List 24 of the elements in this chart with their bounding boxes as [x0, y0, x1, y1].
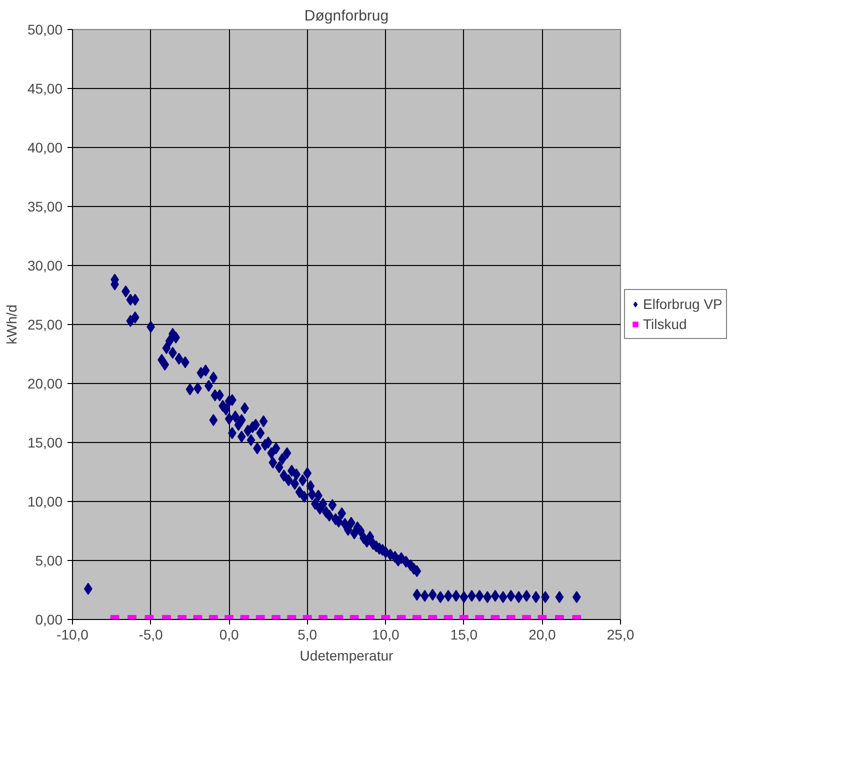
y-tick-label: 35,00 — [27, 198, 63, 214]
y-tick-label: 50,00 — [27, 22, 63, 38]
x-tick-label: -10,0 — [56, 626, 89, 642]
y-tick-label: 5,00 — [35, 552, 63, 568]
y-tick-label: 20,00 — [27, 376, 63, 392]
y-tick-label: 15,00 — [27, 434, 63, 450]
y-tick-label: 30,00 — [27, 258, 63, 274]
legend-label: Elforbrug VP — [643, 296, 722, 312]
x-tick-label: 10,0 — [372, 626, 400, 642]
y-tick-label: 45,00 — [27, 80, 63, 96]
y-tick-label: 40,00 — [27, 140, 63, 156]
x-tick-label: 0,0 — [219, 626, 240, 642]
x-tick-label: 25,0 — [606, 626, 634, 642]
x-tick-label: 15,0 — [450, 626, 478, 642]
x-axis-title: Udetemperatur — [300, 648, 394, 664]
y-tick-label: 10,00 — [27, 494, 63, 510]
chart-title: Døgnforbrug — [304, 8, 389, 24]
x-tick-label: -5,0 — [138, 626, 164, 642]
y-axis-title: kWh/d — [3, 304, 20, 344]
legend-label: Tilskud — [643, 316, 687, 332]
x-tick-label: 5,0 — [298, 626, 318, 642]
y-tick-label: 0,00 — [35, 612, 63, 628]
x-tick-label: 20,0 — [528, 626, 556, 642]
y-tick-label: 25,00 — [27, 316, 63, 332]
